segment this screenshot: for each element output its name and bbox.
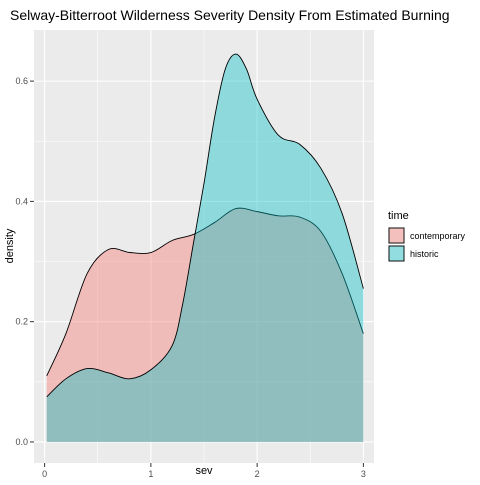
chart-title: Selway-Bitterroot Wilderness Severity De…: [10, 7, 450, 23]
legend-key-background: [388, 245, 405, 262]
x-tick-label: 0: [42, 469, 47, 479]
density-line-contemporary: [46, 207, 364, 376]
x-tick-label: 1: [148, 469, 153, 479]
x-tick-label: 2: [255, 469, 260, 479]
x-axis-title: sev: [195, 465, 213, 477]
axes: 0 1 2 3 0.0 0.2 0.4 0.6: [15, 76, 365, 479]
legend-key-swatch: [388, 227, 405, 244]
legend-title: time: [388, 210, 409, 222]
grid: [34, 30, 374, 463]
x-tick-label: 3: [361, 469, 366, 479]
density-line-historic: [46, 53, 364, 398]
density-area-contemporary: [46, 208, 364, 442]
y-tick-label: 0.2: [15, 317, 28, 327]
legend-label: historic: [410, 249, 439, 259]
y-tick-label: 0.0: [15, 437, 28, 447]
legend-items: contemporary historic: [388, 227, 466, 262]
legend: time contemporary historic: [388, 210, 466, 262]
legend-key-swatch: [388, 245, 405, 262]
legend-label: contemporary: [410, 231, 466, 241]
density-area-historic: [46, 54, 364, 442]
y-tick-label: 0.6: [15, 76, 28, 86]
series-layer: [46, 53, 364, 442]
legend-key-background: [388, 227, 405, 244]
legend-item: historic: [388, 245, 439, 262]
y-axis-title: density: [4, 228, 16, 263]
legend-item: contemporary: [388, 227, 466, 244]
y-tick-label: 0.4: [15, 196, 28, 206]
